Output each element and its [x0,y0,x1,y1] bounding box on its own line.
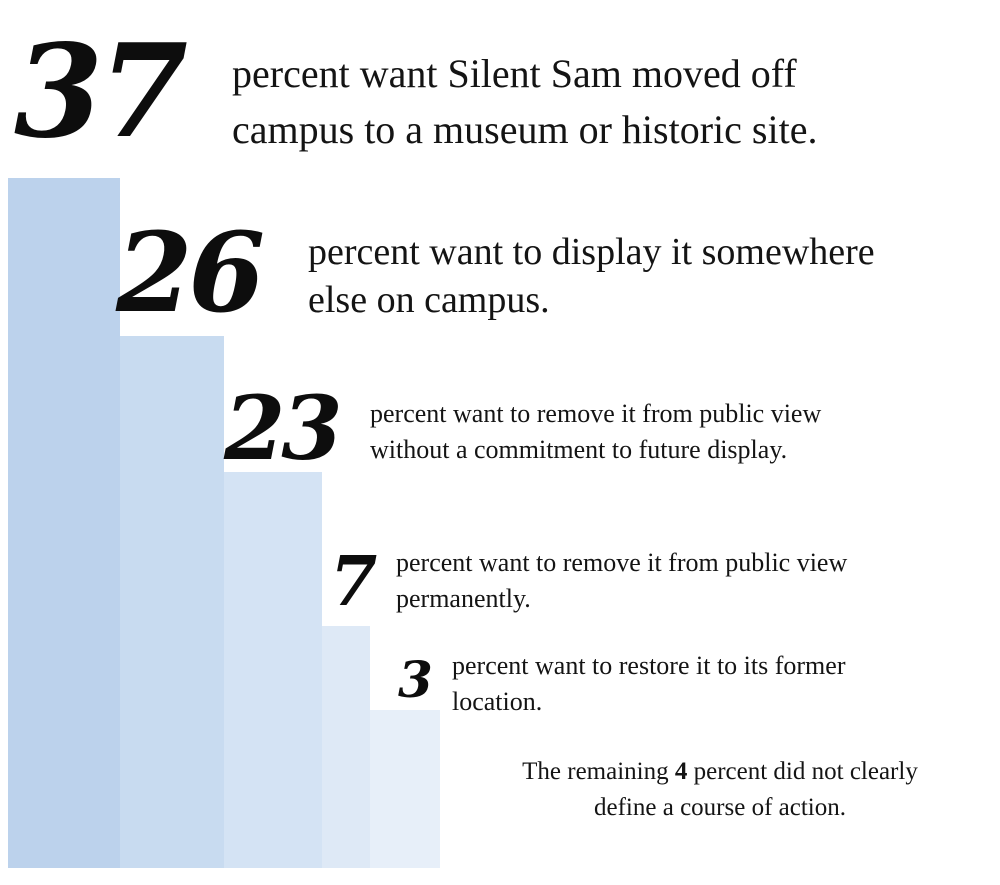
footnote: The remaining 4 percent did not clearly … [500,754,940,826]
value-label-7: 7 [330,542,377,622]
value-label-23: 23 [224,376,342,480]
category-label-37-line-1: percent want Silent Sam moved off [232,51,797,96]
bar-37 [8,178,120,868]
category-label-7-line-2: permanently. [396,584,531,613]
category-label-3-line-1: percent want to restore it to its former [452,651,846,680]
bar-26 [120,336,224,868]
value-label-3: 3 [398,650,433,709]
bar-3 [370,710,440,868]
bar-7 [322,626,370,868]
category-label-26: percent want to display it somewhere else… [308,228,875,324]
category-label-23-line-2: without a commitment to future display. [370,435,788,464]
category-label-3-line-2: location. [452,687,543,716]
footnote-text-after: percent did not clearly define a course … [594,758,918,821]
category-label-3: percent want to restore it to its former… [452,648,845,720]
category-label-23-line-1: percent want to remove it from public vi… [370,399,822,428]
footnote-number: 4 [674,758,688,785]
category-label-37-line-2: campus to a museum or historic site. [232,107,818,152]
category-label-23: percent want to remove it from public vi… [370,396,821,468]
category-label-7: percent want to remove it from public vi… [396,545,847,617]
value-label-26: 26 [116,208,265,337]
category-label-37: percent want Silent Sam moved off campus … [232,46,817,158]
category-label-26-line-1: percent want to display it somewhere [308,231,875,273]
bar-23 [224,472,322,868]
footnote-text-before: The remaining [522,758,675,785]
category-label-26-line-2: else on campus. [308,279,550,321]
category-label-7-line-1: percent want to remove it from public vi… [396,548,848,577]
value-label-37: 37 [14,17,188,167]
